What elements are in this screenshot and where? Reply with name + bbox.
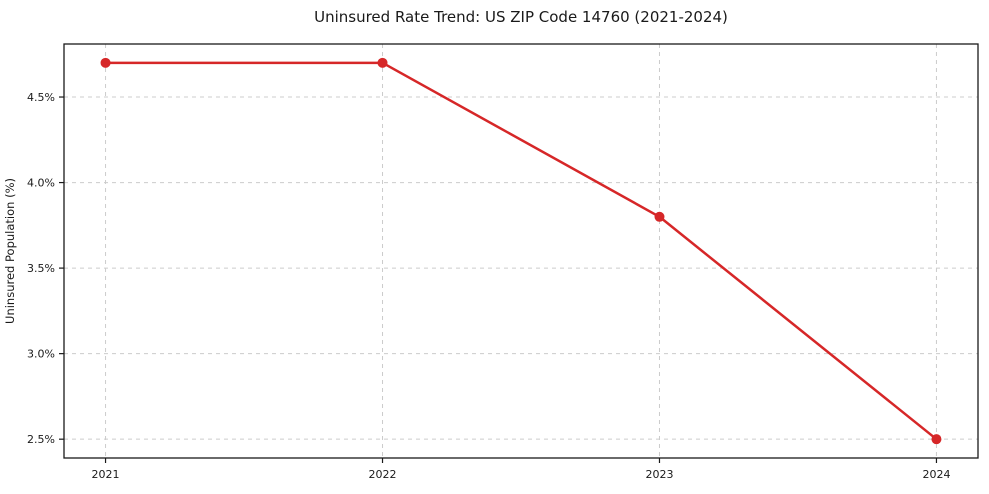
y-tick-label: 4.0% xyxy=(27,177,55,190)
plot-frame xyxy=(63,43,979,459)
axis-ticks xyxy=(59,96,938,463)
y-tick-label: 3.5% xyxy=(27,262,55,275)
trend-line xyxy=(104,61,938,441)
data-point-2022 xyxy=(377,57,388,68)
y-tick-label: 2.5% xyxy=(27,433,55,446)
y-axis-label: Uninsured Population (%) xyxy=(3,178,17,324)
x-tick-label: 2023 xyxy=(645,468,673,481)
data-series xyxy=(100,57,942,445)
y-tick-label: 4.5% xyxy=(27,91,55,104)
data-point-2024 xyxy=(931,434,942,445)
x-tick-label: 2022 xyxy=(369,468,397,481)
grid-lines xyxy=(64,44,978,458)
data-point-2021 xyxy=(100,57,111,68)
x-tick-label: 2021 xyxy=(92,468,120,481)
x-tick-label: 2024 xyxy=(922,468,950,481)
chart-title: Uninsured Rate Trend: US ZIP Code 14760 … xyxy=(314,8,728,26)
data-point-2023 xyxy=(654,211,665,222)
y-tick-label: 3.0% xyxy=(27,348,55,361)
tick-labels: 2021 2022 2023 2024 2.5% 3.0% 3.5% 4.0% 4.5% xyxy=(27,91,950,481)
